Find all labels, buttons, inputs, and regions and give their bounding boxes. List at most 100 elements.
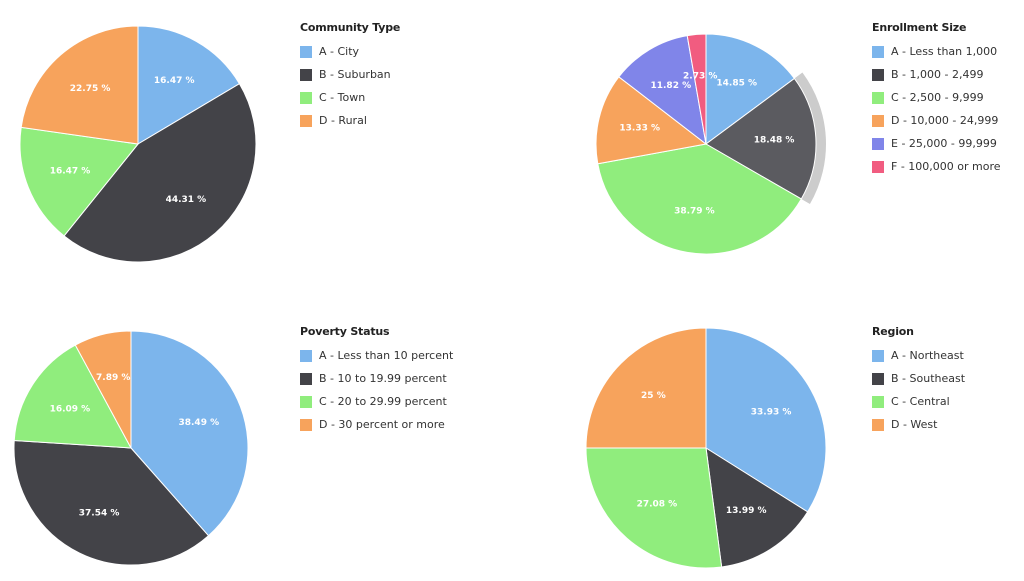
pie-enrollment-size: 14.85 % 18.48 % 38.79 % 13.33 % 11.82 %2.73 … [595, 33, 826, 255]
legend-item[interactable]: C - Central [872, 390, 965, 413]
legend-item[interactable]: B - 1,000 - 2,499 [872, 63, 1001, 86]
legend-swatch [872, 160, 884, 173]
legend-enrollment-size: Enrollment Size A - Less than 1,000 B - 1… [872, 21, 1001, 178]
pie-slice[interactable] [705, 33, 796, 145]
legend-item[interactable]: D - 10,000 - 24,999 [872, 109, 1001, 132]
legend-item[interactable]: D - 30 percent or more [300, 413, 453, 436]
legend-region: Region A - Northeast B - Southeast C - Cen… [872, 325, 965, 436]
legend-item[interactable]: D - West [872, 413, 965, 436]
pie-slice[interactable] [13, 439, 210, 566]
legend-swatch [300, 372, 312, 385]
legend-list: A - Less than 10 percent B - 10 to 19.99 … [300, 344, 453, 436]
legend-label: B - 10 to 19.99 percent [319, 372, 447, 385]
legend-swatch [300, 91, 312, 104]
slice-data-label: 25 % [641, 391, 666, 401]
pie-slice[interactable] [63, 83, 257, 263]
legend-swatch [872, 68, 884, 81]
slice-data-label: 44.31 % [166, 195, 207, 205]
legend-poverty-status: Poverty Status A - Less than 10 percent B… [300, 325, 453, 436]
chart-enrollment-size: 14.85 % 18.48 % 38.79 % 13.33 % 11.82 % 2.73 … [512, 0, 1024, 290]
legend-label: B - 1,000 - 2,499 [891, 68, 984, 81]
legend-swatch [300, 114, 312, 127]
legend-list: A - Less than 1,000 B - 1,000 - 2,499 C - … [872, 40, 1001, 178]
legend-title: Region [872, 325, 914, 338]
legend-label: C - 20 to 29.99 percent [319, 395, 447, 408]
legend-swatch [872, 91, 884, 104]
pie-poverty-status: 38.49 % 37.54 % 16.09 % 7.89 % [13, 330, 249, 566]
legend-item[interactable]: C - Town [300, 86, 400, 109]
legend-item[interactable]: F - 100,000 or more [872, 155, 1001, 178]
pie-slice[interactable] [137, 25, 241, 145]
legend-label: B - Suburban [319, 68, 391, 81]
legend-item[interactable]: A - City [300, 40, 400, 63]
legend-label: A - Northeast [891, 349, 964, 362]
legend-item[interactable]: E - 25,000 - 99,999 [872, 132, 1001, 155]
legend-swatch [300, 45, 312, 58]
slice-data-label: 38.49 % [178, 418, 219, 428]
pie-slice[interactable] [13, 344, 132, 449]
legend-item[interactable]: D - Rural [300, 109, 400, 132]
legend-list: A - City B - Suburban C - Town D - Rural [300, 40, 400, 132]
slice-data-label: 14.85 % [716, 79, 757, 89]
slice-data-label: 11.82 % [650, 81, 691, 91]
legend-swatch [872, 114, 884, 127]
slice-data-label: 37.54 % [79, 509, 120, 519]
pie-slice[interactable] [705, 77, 817, 200]
legend-item[interactable]: A - Less than 10 percent [300, 344, 453, 367]
legend-swatch [872, 349, 884, 362]
pie-slice[interactable] [705, 327, 827, 513]
legend-label: B - Southeast [891, 372, 966, 385]
legend-item[interactable]: C - 2,500 - 9,999 [872, 86, 1001, 109]
pie-slice[interactable] [585, 327, 707, 449]
legend-swatch [300, 395, 312, 408]
legend-label: C - Central [891, 395, 950, 408]
legend-label: C - 2,500 - 9,999 [891, 91, 984, 104]
pie-slice[interactable] [19, 126, 139, 237]
legend-item[interactable]: A - Northeast [872, 344, 965, 367]
pie-slice[interactable] [130, 330, 249, 537]
legend-label: F - 100,000 or more [891, 160, 1001, 173]
legend-item[interactable]: B - Suburban [300, 63, 400, 86]
legend-label: D - 10,000 - 24,999 [891, 114, 999, 127]
legend-title: Enrollment Size [872, 21, 967, 34]
slice-data-label: 18.48 % [754, 136, 795, 146]
pie-region: 33.93 % 13.99 % 27.08 % 25 % [585, 327, 827, 569]
pie-slice[interactable] [585, 447, 723, 569]
slice-data-label: 22.75 % [70, 84, 111, 94]
legend-swatch [872, 418, 884, 431]
slice-data-label: 2.73 % [683, 72, 717, 82]
pie-slice[interactable] [597, 143, 802, 255]
legend-swatch [300, 418, 312, 431]
legend-label: D - West [891, 418, 938, 431]
legend-item[interactable]: B - 10 to 19.99 percent [300, 367, 453, 390]
legend-item[interactable]: B - Southeast [872, 367, 965, 390]
legend-label: D - Rural [319, 114, 367, 127]
slice-data-label: 16.47 % [50, 166, 91, 176]
pie-slice[interactable] [20, 25, 139, 145]
slice-data-label: 33.93 % [751, 408, 792, 418]
slice-data-label: 7.89 % [96, 373, 130, 383]
legend-swatch [872, 137, 884, 150]
pie-slice[interactable] [705, 447, 809, 568]
pie-slice[interactable] [595, 76, 708, 165]
legend-swatch [872, 395, 884, 408]
legend-item[interactable]: A - Less than 1,000 [872, 40, 1001, 63]
legend-title: Poverty Status [300, 325, 390, 338]
legend-swatch [300, 68, 312, 81]
legend-swatch [872, 45, 884, 58]
chart-community-type: 16.47 % 44.31 % 16.47 % 22.75 % Community T… [0, 0, 512, 290]
legend-community-type: Community Type A - City B - Suburban C - T… [300, 21, 400, 132]
pie-slice[interactable] [74, 330, 132, 449]
pie-slice[interactable] [618, 35, 707, 146]
slice-data-label: 38.79 % [674, 207, 715, 217]
chart-region: 33.93 % 13.99 % 27.08 % 25 % Region A - Nor… [512, 290, 1024, 580]
legend-list: A - Northeast B - Southeast C - Central D -… [872, 344, 965, 436]
pie-slice[interactable] [686, 33, 707, 145]
slice-data-label: 13.99 % [726, 506, 767, 516]
legend-item[interactable]: C - 20 to 29.99 percent [300, 390, 453, 413]
legend-swatch [300, 349, 312, 362]
legend-label: A - Less than 1,000 [891, 45, 998, 58]
chart-poverty-status: 38.49 % 37.54 % 16.09 % 7.89 % Poverty Stat… [0, 290, 512, 580]
legend-title: Community Type [300, 21, 401, 34]
legend-label: A - City [319, 45, 360, 58]
